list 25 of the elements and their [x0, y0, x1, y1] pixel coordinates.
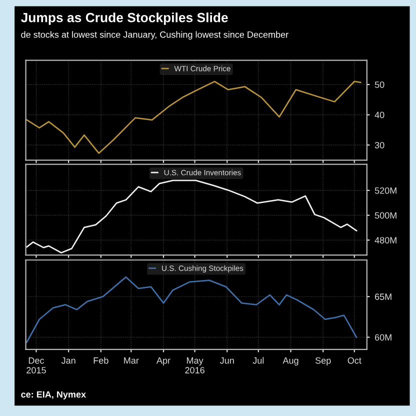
x-tick-label: Apr — [156, 357, 170, 366]
x-tick-label: Jan — [61, 357, 76, 364]
y-tick-label: 40 — [374, 112, 384, 118]
x-tick-label: Jul — [252, 357, 264, 364]
line-series — [26, 80, 362, 154]
y-tick-label: 65M — [375, 294, 392, 300]
y-tick-label: 500M — [374, 212, 396, 219]
x-tick-label: Aug — [282, 357, 298, 366]
x-tick-label: Mar — [124, 357, 139, 364]
chart-subtitle: de stocks at lowest since January, Cushing lowest since December — [21, 31, 288, 40]
x-tick-label: Dec 2015 — [26, 357, 46, 374]
y-tick-label: 480M — [374, 237, 396, 244]
chart-title: Jumps as Crude Stockpiles Slide — [21, 12, 228, 25]
line-series — [26, 276, 358, 343]
text: ce: EIA, Nymex — [21, 391, 86, 400]
y-tick-label: 30 — [374, 142, 384, 148]
x-tick-label: Jun — [220, 357, 234, 364]
x-tick-label: Feb — [94, 357, 108, 364]
y-tick-label: 60M — [375, 334, 392, 341]
y-tick-label: 520M — [374, 187, 396, 194]
line-series — [26, 180, 358, 254]
x-tick-label: May 2016 — [185, 357, 204, 374]
y-tick-label: 50 — [374, 81, 384, 88]
x-tick-label: Oct — [348, 357, 362, 364]
x-tick-label: Sep — [315, 357, 331, 366]
